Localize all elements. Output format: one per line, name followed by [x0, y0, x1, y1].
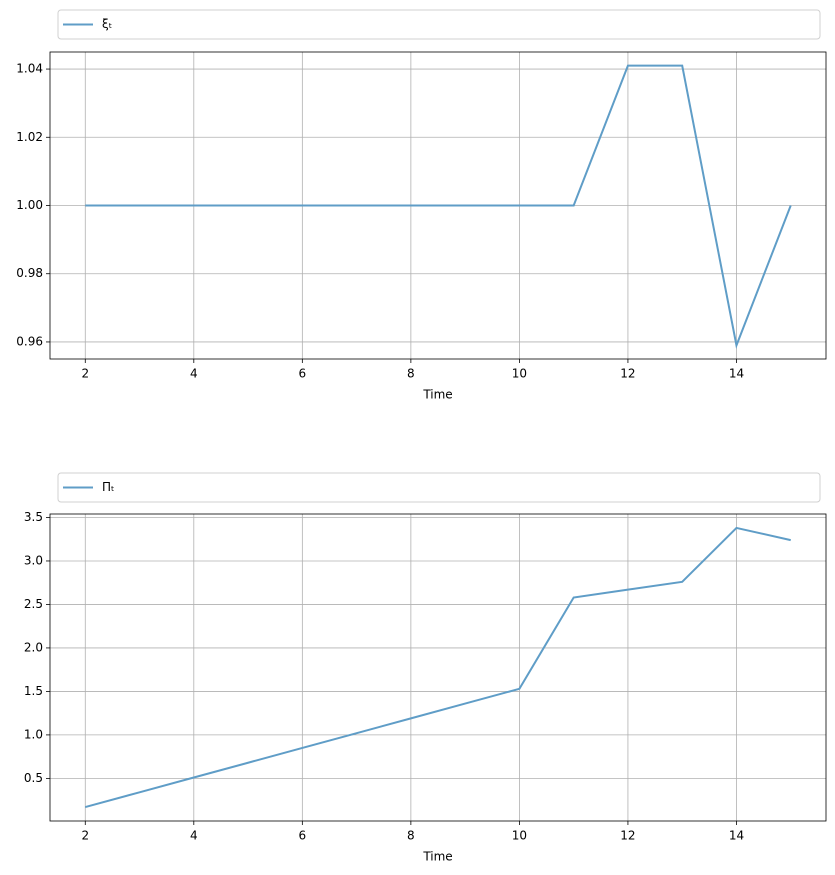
x-tick-label: 10	[512, 367, 527, 381]
x-axis-label: Time	[422, 388, 452, 402]
x-tick-label: 10	[512, 829, 527, 843]
legend-label: Πₜ	[102, 480, 115, 494]
x-axis-label: Time	[422, 850, 452, 864]
y-tick-label: 1.5	[24, 684, 43, 698]
x-tick-label: 12	[620, 367, 635, 381]
x-tick-label: 4	[190, 367, 198, 381]
line	[85, 526, 791, 809]
y-tick-label: 1.00	[16, 198, 43, 212]
x-tick-label: 8	[407, 829, 415, 843]
x-tick-label: 8	[407, 367, 415, 381]
y-tick-label: 1.0	[24, 727, 43, 741]
y-tick-label: 0.98	[16, 266, 43, 280]
x-tick-label: 14	[729, 829, 744, 843]
x-tick-label: 4	[190, 829, 198, 843]
line	[85, 64, 792, 349]
axes-frame	[49, 513, 827, 822]
x-tick-label: 12	[620, 829, 635, 843]
x-tick-label: 14	[729, 367, 744, 381]
y-tick-label: 2.5	[24, 597, 43, 611]
x-tick-label: 2	[81, 829, 89, 843]
x-tick-label: 6	[299, 367, 307, 381]
legend-box	[57, 9, 821, 40]
legend-box	[57, 472, 821, 503]
y-tick-label: 3.0	[24, 553, 43, 567]
axes-frame	[49, 51, 827, 360]
legend-label: ξₜ	[102, 17, 112, 31]
y-tick-label: 2.0	[24, 640, 43, 654]
x-tick-label: 2	[81, 367, 89, 381]
y-tick-label: 3.5	[24, 510, 43, 524]
y-tick-label: 1.04	[16, 62, 43, 76]
y-tick-label: 0.96	[16, 334, 43, 348]
y-tick-label: 0.5	[24, 771, 43, 785]
y-tick-label: 1.02	[16, 130, 43, 144]
x-tick-label: 6	[299, 829, 307, 843]
